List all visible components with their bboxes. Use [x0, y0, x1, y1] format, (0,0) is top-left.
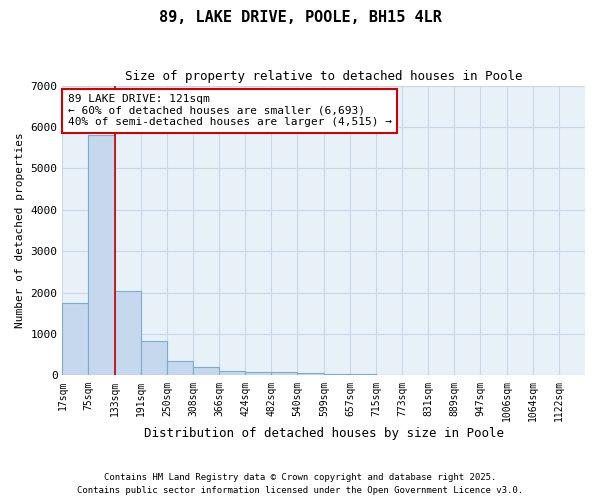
Bar: [88, 136, 115, 376]
Bar: [271, 372, 298, 376]
Text: 89 LAKE DRIVE: 121sqm
← 60% of detached houses are smaller (6,693)
40% of semi-d: 89 LAKE DRIVE: 121sqm ← 60% of detached …: [68, 94, 392, 128]
Title: Size of property relative to detached houses in Poole: Size of property relative to detached ho…: [125, 70, 523, 83]
X-axis label: Distribution of detached houses by size in Poole: Distribution of detached houses by size …: [144, 427, 504, 440]
Bar: [298, 374, 324, 376]
Text: 89, LAKE DRIVE, POOLE, BH15 4LR: 89, LAKE DRIVE, POOLE, BH15 4LR: [158, 10, 442, 25]
Bar: [62, 303, 88, 376]
Bar: [167, 360, 193, 376]
Bar: [219, 372, 245, 376]
Bar: [324, 374, 350, 376]
Bar: [376, 374, 402, 376]
Bar: [193, 367, 219, 376]
Y-axis label: Number of detached properties: Number of detached properties: [15, 132, 25, 328]
Bar: [115, 290, 140, 376]
Text: Contains HM Land Registry data © Crown copyright and database right 2025.
Contai: Contains HM Land Registry data © Crown c…: [77, 474, 523, 495]
Bar: [245, 372, 271, 376]
Bar: [350, 374, 376, 376]
Bar: [140, 342, 167, 376]
